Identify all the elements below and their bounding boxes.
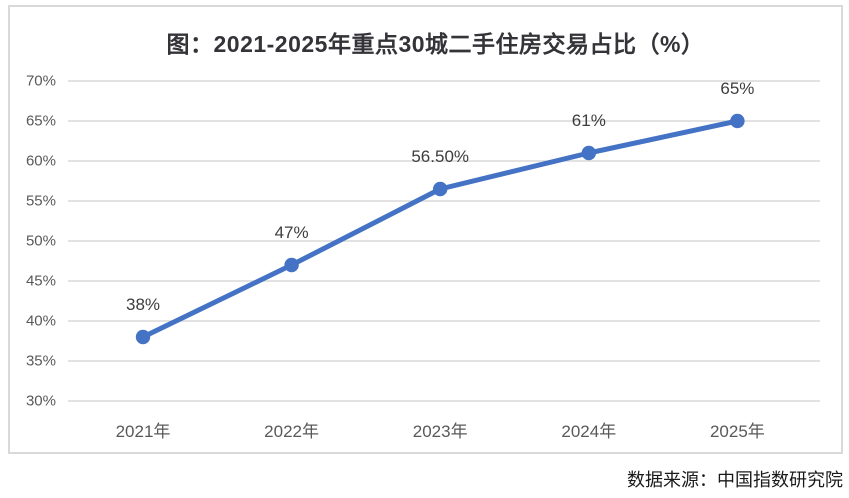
y-axis-tick-label: 70% bbox=[25, 72, 56, 90]
y-axis-tick-label: 45% bbox=[25, 272, 56, 290]
y-axis-tick-label: 55% bbox=[25, 192, 56, 210]
y-axis-tick-label: 40% bbox=[25, 312, 56, 330]
data-source-note: 数据来源：中国指数研究院 bbox=[627, 470, 843, 490]
data-point-label: 38% bbox=[125, 295, 161, 314]
x-axis-tick-label: 2024年 bbox=[561, 422, 617, 441]
x-axis-tick-label: 2025年 bbox=[709, 422, 765, 441]
y-axis-tick-label: 30% bbox=[25, 392, 56, 410]
data-point-marker bbox=[135, 329, 151, 345]
chart-container: 图：2021-2025年重点30城二手住房交易占比（%） bbox=[8, 5, 843, 454]
data-point-label: 56.50% bbox=[411, 147, 470, 166]
data-point-marker bbox=[284, 257, 299, 273]
chart-title: 图：2021-2025年重点30城二手住房交易占比（%） bbox=[166, 31, 705, 57]
x-axis-tick-label: 2022年 bbox=[264, 422, 319, 441]
data-point-marker bbox=[581, 145, 596, 161]
data-point-label: 61% bbox=[571, 111, 606, 130]
x-axis-tick-label: 2021年 bbox=[115, 422, 171, 441]
x-axis-tick-label: 2023年 bbox=[412, 422, 468, 441]
y-axis-tick-label: 35% bbox=[25, 352, 56, 370]
data-point-label: 65% bbox=[720, 79, 755, 98]
data-point-marker bbox=[433, 181, 448, 197]
y-axis-tick-label: 65% bbox=[25, 112, 56, 130]
y-axis-tick-label: 60% bbox=[25, 152, 56, 170]
data-point-label: 47% bbox=[274, 223, 309, 242]
y-axis-tick-label: 50% bbox=[25, 232, 56, 250]
data-point-marker bbox=[730, 113, 745, 129]
